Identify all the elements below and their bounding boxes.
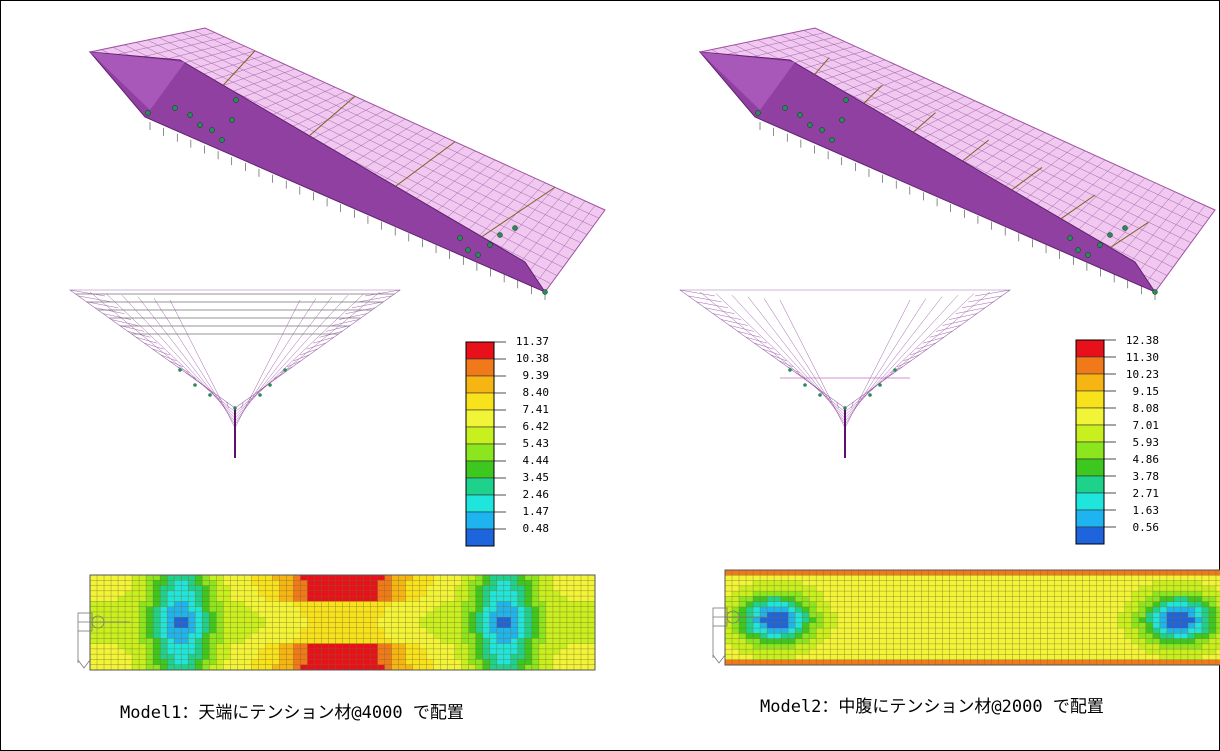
legend-label: 5.43 [523,437,550,450]
model1-color-legend: 11.37 10.38 9.39 8.40 7.41 6.42 5.43 4.44 3.45 2.… [465,335,550,547]
contour-mesh [89,574,596,671]
section-outline [679,289,1011,409]
legend-swatch [1075,458,1105,477]
legend-label: 7.41 [523,403,550,416]
legend-swatch [1075,441,1105,460]
legend-swatch [1075,356,1105,375]
model1-contour-plot [77,574,596,671]
section-tension-lines [75,293,395,335]
legend-swatch [465,494,495,513]
legend-label: 9.39 [523,369,550,382]
model2-isometric-view [698,27,1216,300]
legend-label: 8.08 [1133,402,1160,415]
legend-label: 8.40 [523,386,550,399]
model2-contour-plot [712,569,1220,666]
legend-swatch [1075,373,1105,392]
trough-end-face [90,52,185,110]
contour-field [90,575,596,671]
legend-swatch [465,443,495,462]
legend-swatch [1075,407,1105,426]
legend-swatch [1075,509,1105,528]
trough-end-face [700,52,795,110]
legend-label: 12.38 [1126,334,1159,347]
model2-cross-section-view [679,289,1011,458]
legend-swatch [465,460,495,479]
legend-label: 6.42 [523,420,550,433]
legend-swatch [465,392,495,411]
legend-label: 0.56 [1133,521,1160,534]
model2-panel: 12.38 11.30 10.23 9.15 8.08 7.01 5.93 4.86 3.78 2… [610,0,1220,751]
legend-label: 1.63 [1133,504,1160,517]
legend-label: 3.78 [1133,470,1160,483]
legend-label: 3.45 [523,471,550,484]
section-outline [69,289,401,409]
legend-label: 10.38 [516,352,549,365]
legend-swatch [1075,339,1105,358]
contour-border [89,574,596,671]
legend-swatch [465,477,495,496]
model1-caption: Model1：天端にテンション材@4000 で配置 [120,703,464,723]
model1-cross-section-view [69,289,401,458]
contour-field [725,570,1220,666]
support-glyph [77,612,130,669]
support-marks [759,122,1156,300]
legend-label: 4.86 [1133,453,1160,466]
trough-near-slope [88,51,547,294]
tension-members [814,57,1149,248]
section-nodes [788,368,897,410]
anchor-nodes [755,97,1158,295]
legend-label: 4.44 [523,454,550,467]
legend-swatch [465,511,495,530]
legend-swatch [1075,526,1105,545]
model1-isometric-view [88,27,606,300]
legend-label: 11.37 [516,335,549,348]
legend-swatch [1075,424,1105,443]
legend-swatch [465,375,495,394]
legend-label: 1.47 [523,505,550,518]
anchor-nodes [145,97,548,295]
legend-label: 2.71 [1133,487,1160,500]
legend-label: 5.93 [1133,436,1160,449]
section-nodes [178,368,287,410]
legend-swatch [465,341,495,360]
legend-swatch [465,358,495,377]
tension-members [222,50,556,238]
legend-swatch [465,528,495,547]
legend-label: 11.30 [1126,351,1159,364]
trough-near-slope [698,51,1157,294]
legend-swatch [465,409,495,428]
model2-color-legend: 12.38 11.30 10.23 9.15 8.08 7.01 5.93 4.86 3.78 2… [1075,334,1160,545]
legend-swatch [1075,390,1105,409]
legend-label: 0.48 [523,522,550,535]
model2-caption: Model2：中腹にテンション材@2000 で配置 [760,697,1104,717]
legend-label: 10.23 [1126,368,1159,381]
legend-label: 9.15 [1133,385,1160,398]
legend-swatch [1075,492,1105,511]
model1-panel: 11.37 10.38 9.39 8.40 7.41 6.42 5.43 4.44 3.45 2.… [69,27,606,723]
legend-swatch [465,426,495,445]
legend-swatch [1075,475,1105,494]
support-glyph [712,607,765,664]
legend-label: 2.46 [523,488,550,501]
legend-label: 7.01 [1133,419,1160,432]
contour-border [724,569,1220,666]
